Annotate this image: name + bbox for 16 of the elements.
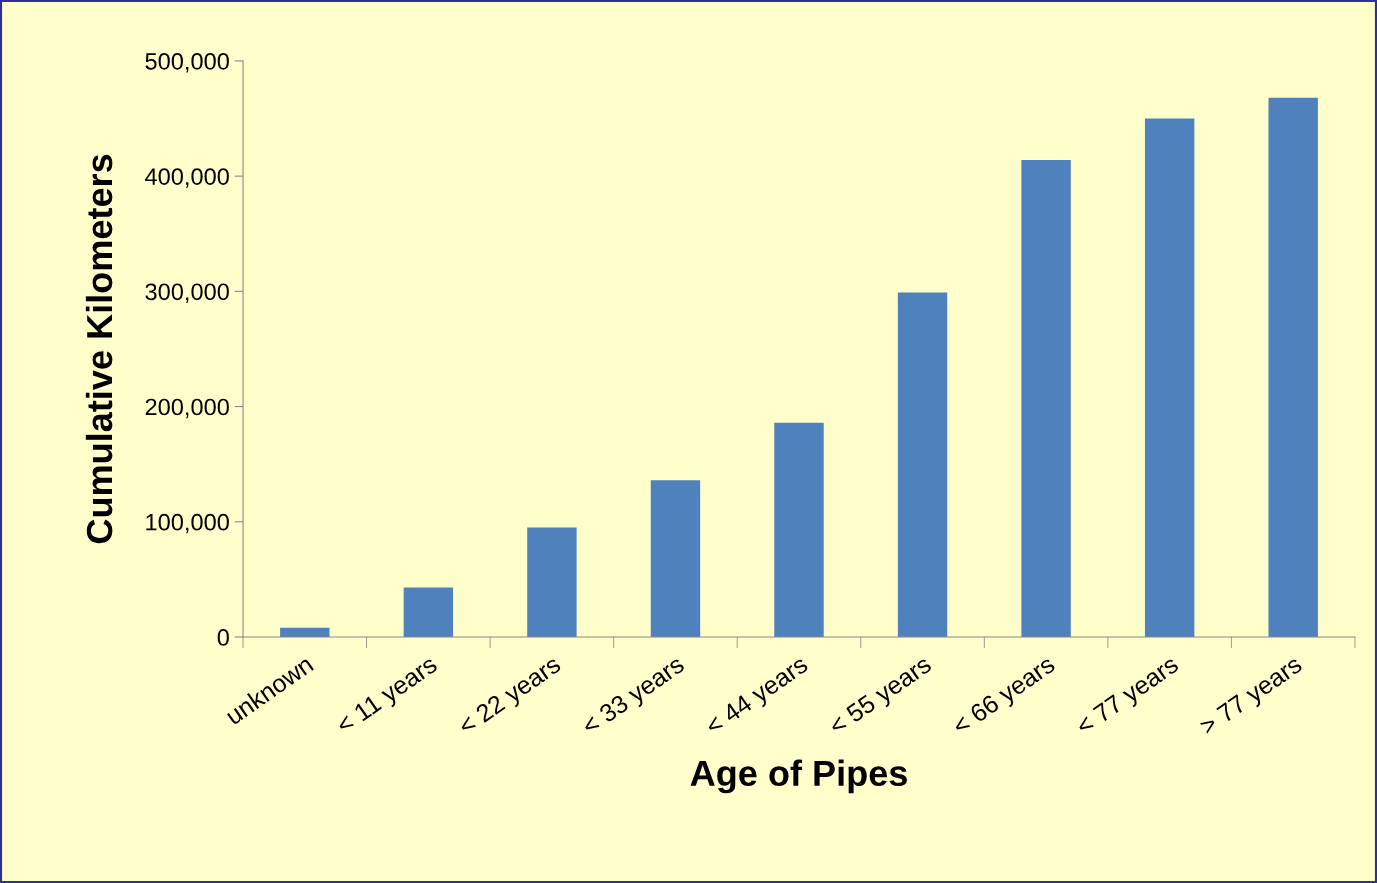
y-tick-label: 200,000 bbox=[145, 398, 229, 419]
y-tick-label: 400,000 bbox=[145, 168, 229, 188]
y-tick-label: 0 bbox=[217, 629, 229, 646]
y-axis-title: Cumulative Kilometers bbox=[85, 154, 113, 544]
bar bbox=[1144, 118, 1195, 637]
bar bbox=[774, 422, 824, 637]
y-tick-label: 500,000 bbox=[145, 53, 229, 73]
bar bbox=[897, 292, 948, 637]
bar bbox=[650, 480, 701, 637]
x-axis-title: Age of Pipes bbox=[690, 759, 907, 794]
bar bbox=[1268, 97, 1318, 637]
y-tick-label: 100,000 bbox=[146, 513, 229, 534]
bar bbox=[1021, 160, 1071, 637]
bar bbox=[527, 527, 577, 637]
bar bbox=[403, 587, 454, 637]
y-tick-label: 300,000 bbox=[145, 283, 229, 303]
